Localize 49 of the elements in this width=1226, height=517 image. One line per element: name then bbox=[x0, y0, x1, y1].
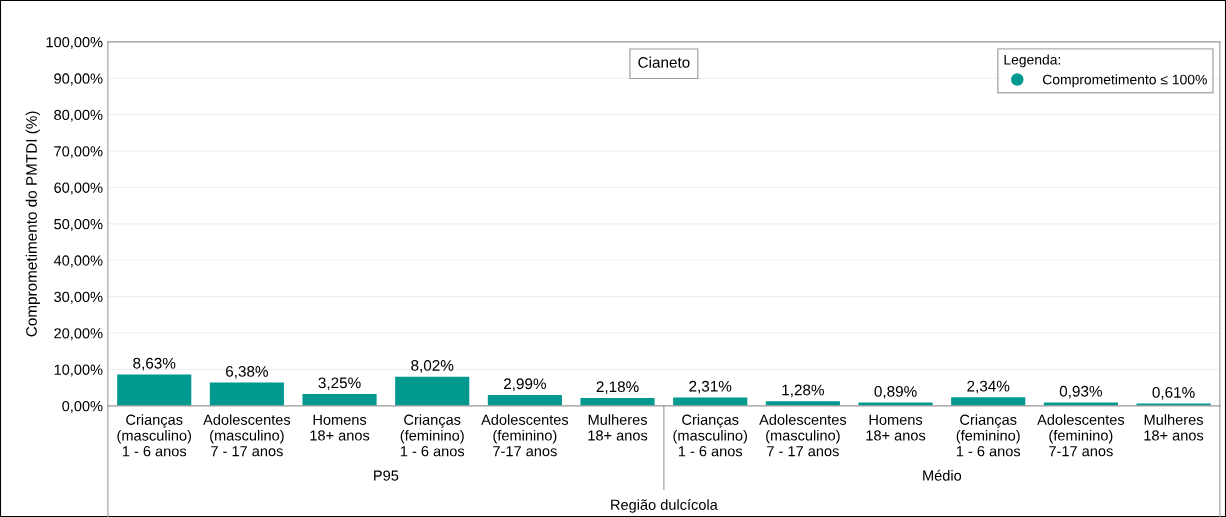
x-tick-label: Crianças (masculino) 1 - 6 anos bbox=[117, 414, 191, 457]
x-tick-label: Adolescentes (masculino) 7 - 17 anos bbox=[759, 414, 847, 457]
y-axis-title: Comprometimento do PMTDI (%) bbox=[25, 111, 40, 337]
x-axis-title: Região dulcícola bbox=[611, 499, 718, 513]
data-label: 6,38% bbox=[226, 366, 268, 379]
bar bbox=[117, 374, 192, 406]
y-tick-label: 100,00% bbox=[46, 36, 103, 50]
text: P95 bbox=[374, 470, 399, 481]
x-tick-label: Adolescentes (masculino) 7 - 17 anos bbox=[203, 414, 291, 457]
bar bbox=[302, 394, 377, 406]
text: Médio bbox=[923, 469, 962, 481]
legend-label: Comprometimento ≤ 100% bbox=[1042, 74, 1207, 88]
x-tick-label: Mulheres 18+ anos bbox=[1144, 414, 1204, 441]
y-tick-label: 0,00% bbox=[62, 400, 103, 413]
y-tick-label: 60,00% bbox=[54, 182, 103, 195]
x-tick-label: Mulheres 18+ anos bbox=[588, 414, 648, 441]
data-label: 3,25% bbox=[318, 377, 361, 391]
y-tick-label: 30,00% bbox=[54, 291, 103, 304]
text: Cianeto bbox=[638, 56, 690, 68]
y-tick-label: 20,00% bbox=[54, 328, 103, 341]
bar bbox=[951, 397, 1026, 406]
data-label: 2,34% bbox=[967, 380, 1010, 394]
data-label: 8,63% bbox=[133, 357, 176, 371]
data-label: 0,93% bbox=[1059, 385, 1102, 399]
x-tick-label: Adolescentes (feminino) 7-17 anos bbox=[1037, 414, 1125, 457]
y-tick-label: 80,00% bbox=[54, 109, 103, 122]
x-tick-label: Homens 18+ anos bbox=[310, 414, 370, 441]
bar bbox=[487, 394, 562, 406]
y-tick-label: 50,00% bbox=[54, 218, 103, 232]
data-label: 2,99% bbox=[503, 378, 546, 391]
data-label: 1,28% bbox=[782, 384, 824, 398]
x-tick-label: Crianças (masculino) 1 - 6 anos bbox=[673, 414, 747, 457]
bar bbox=[673, 397, 748, 406]
y-tick-label: 90,00% bbox=[54, 73, 103, 86]
y-tick-label: 70,00% bbox=[54, 146, 103, 159]
data-label: 2,31% bbox=[689, 380, 732, 394]
legend-title: Legenda: bbox=[1004, 54, 1061, 68]
data-label: 8,02% bbox=[411, 360, 454, 373]
data-label: 2,18% bbox=[596, 381, 639, 394]
x-tick-label: Crianças (feminino) 1 - 6 anos bbox=[400, 414, 465, 457]
y-tick-label: 10,00% bbox=[54, 364, 103, 377]
x-tick-label: Homens 18+ anos bbox=[866, 414, 926, 441]
bar bbox=[209, 382, 284, 406]
x-tick-label: Crianças (feminino) 1 - 6 anos bbox=[956, 414, 1021, 457]
data-label: 0,61% bbox=[1152, 387, 1195, 400]
data-label: 0,89% bbox=[874, 385, 917, 399]
x-tick-label: Adolescentes (feminino) 7-17 anos bbox=[481, 414, 569, 457]
y-tick-label: 40,00% bbox=[53, 255, 103, 268]
bar bbox=[395, 376, 470, 406]
